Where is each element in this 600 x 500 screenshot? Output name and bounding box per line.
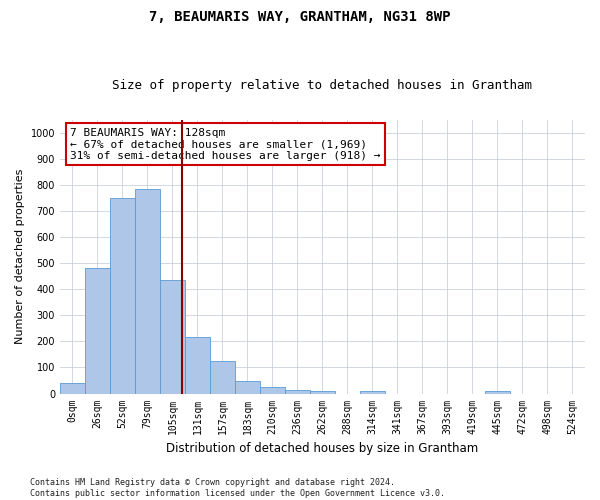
Bar (285, 390, 310, 394)
Bar (135, 188, 160, 394)
Text: Contains HM Land Registry data © Crown copyright and database right 2024.
Contai: Contains HM Land Registry data © Crown c… (30, 478, 445, 498)
Bar (210, 361, 235, 394)
Bar (260, 387, 285, 394)
Bar (185, 338, 210, 394)
Bar (310, 391, 335, 394)
Title: Size of property relative to detached houses in Grantham: Size of property relative to detached ho… (112, 79, 532, 92)
Y-axis label: Number of detached properties: Number of detached properties (15, 169, 25, 344)
X-axis label: Distribution of detached houses by size in Grantham: Distribution of detached houses by size … (166, 442, 479, 455)
Bar (485, 391, 510, 394)
Bar (60, 383, 85, 394)
Bar (160, 280, 185, 394)
Bar (85, 268, 110, 394)
Text: 7 BEAUMARIS WAY: 128sqm
← 67% of detached houses are smaller (1,969)
31% of semi: 7 BEAUMARIS WAY: 128sqm ← 67% of detache… (70, 128, 381, 161)
Bar (235, 380, 260, 394)
Bar (360, 392, 385, 394)
Text: 7, BEAUMARIS WAY, GRANTHAM, NG31 8WP: 7, BEAUMARIS WAY, GRANTHAM, NG31 8WP (149, 10, 451, 24)
Bar (110, 198, 135, 394)
